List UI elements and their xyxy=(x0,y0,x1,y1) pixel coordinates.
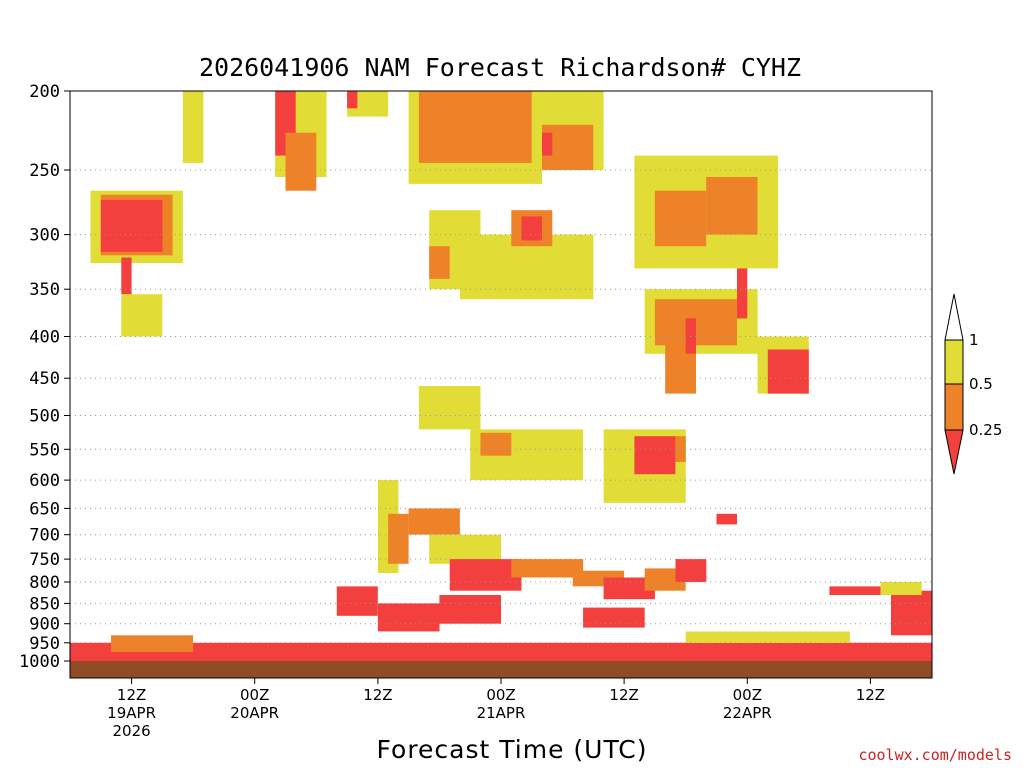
x-tick-label: 12Z xyxy=(117,686,146,704)
heatmap-cell-mid xyxy=(480,432,512,456)
y-tick-label: 700 xyxy=(29,526,60,546)
legend-arrow-bottom xyxy=(944,429,964,475)
heatmap-cell-low xyxy=(121,257,132,295)
colorbar-legend: 1 0.5 0.25 xyxy=(944,293,1002,475)
y-tick-label: 950 xyxy=(29,634,60,654)
heatmap-cells xyxy=(70,91,932,661)
heatmap-cell-low xyxy=(439,595,501,624)
x-tick-label: 22APR xyxy=(723,704,772,722)
x-tick-label: 19APR xyxy=(107,704,156,722)
x-tick-label: 00Z xyxy=(733,686,762,704)
heatmap-cell-mid xyxy=(654,190,707,247)
heatmap-cell-low xyxy=(634,436,676,475)
heatmap-cell-low xyxy=(737,268,748,319)
y-tick-label: 450 xyxy=(29,369,60,389)
legend-label: 0.25 xyxy=(969,421,1002,439)
y-tick-label: 550 xyxy=(29,440,60,460)
y-tick-label: 200 xyxy=(29,82,60,102)
y-tick-label: 300 xyxy=(29,226,60,246)
y-tick-label: 250 xyxy=(29,161,60,181)
heatmap-cell-high xyxy=(121,294,163,337)
y-tick-label: 900 xyxy=(29,615,60,635)
heatmap-cell-low xyxy=(336,586,378,616)
heatmap-cell-high xyxy=(182,91,204,163)
legend-label: 1 xyxy=(969,331,979,349)
heatmap-cell-mid xyxy=(511,559,584,578)
heatmap-cell-low xyxy=(542,132,553,156)
heatmap-cell-mid xyxy=(706,177,758,235)
heatmap-cell-low xyxy=(603,577,655,600)
chart-title: 2026041906 NAM Forecast Richardson# CYHZ xyxy=(199,53,801,82)
x-tick-label: 12Z xyxy=(363,686,392,704)
x-tick-label: 12Z xyxy=(609,686,638,704)
heatmap-cell-low xyxy=(347,91,358,109)
heatmap-cell-low xyxy=(716,513,737,525)
y-tick-label: 800 xyxy=(29,573,60,593)
heatmap-cell-mid xyxy=(429,246,450,279)
heatmap-cell-low xyxy=(829,586,881,595)
y-tick-label: 850 xyxy=(29,594,60,614)
legend-swatch-mid xyxy=(944,383,964,431)
x-tick-label: 00Z xyxy=(486,686,515,704)
y-tick-label: 1000 xyxy=(19,652,60,672)
ground-surface xyxy=(70,661,932,678)
heatmap-cell-low xyxy=(891,590,932,636)
heatmap-cell-mid xyxy=(111,635,194,652)
heatmap-cell-high xyxy=(418,386,481,430)
y-tick-label: 600 xyxy=(29,471,60,491)
y-tick-label: 350 xyxy=(29,280,60,300)
heatmap-cell-mid xyxy=(644,568,686,591)
y-axis: 200 250 300 350 400 450 500 550 600 650 700 750 8008… xyxy=(19,82,70,672)
y-tick-label: 500 xyxy=(29,407,60,427)
y-tick-label: 400 xyxy=(29,328,60,348)
heatmap-cell-mid xyxy=(388,513,409,564)
x-tick-label: 2026 xyxy=(113,722,151,740)
credit-text: coolwx.com/models xyxy=(858,746,1012,764)
heatmap-cell-low xyxy=(521,216,542,241)
heatmap-cell-low xyxy=(449,559,522,591)
y-tick-label: 750 xyxy=(29,550,60,570)
y-tick-label: 650 xyxy=(29,499,60,519)
legend-swatch-high xyxy=(944,339,964,385)
legend-arrow-top xyxy=(944,293,964,341)
heatmap-cell-high xyxy=(685,631,850,643)
plot-area xyxy=(69,90,933,679)
x-tick-label: 21APR xyxy=(477,704,526,722)
heatmap-cell-low xyxy=(70,642,932,661)
heatmap-cell-low xyxy=(583,607,645,628)
x-tick-label: 20APR xyxy=(230,704,279,722)
x-axis-label: Forecast Time (UTC) xyxy=(377,735,648,764)
heatmap-cell-mid xyxy=(408,508,460,535)
heatmap-cell-mid xyxy=(285,132,317,191)
x-tick-label: 12Z xyxy=(856,686,885,704)
heatmap-cell-low xyxy=(767,349,809,394)
heatmap-cell-low xyxy=(675,559,707,582)
heatmap-cell-low xyxy=(100,199,163,252)
heatmap-cell-mid xyxy=(418,91,532,163)
legend-label: 0.5 xyxy=(969,375,993,393)
x-tick-label: 00Z xyxy=(240,686,269,704)
heatmap-cell-low xyxy=(377,603,440,632)
heatmap-cell-high xyxy=(880,582,922,595)
